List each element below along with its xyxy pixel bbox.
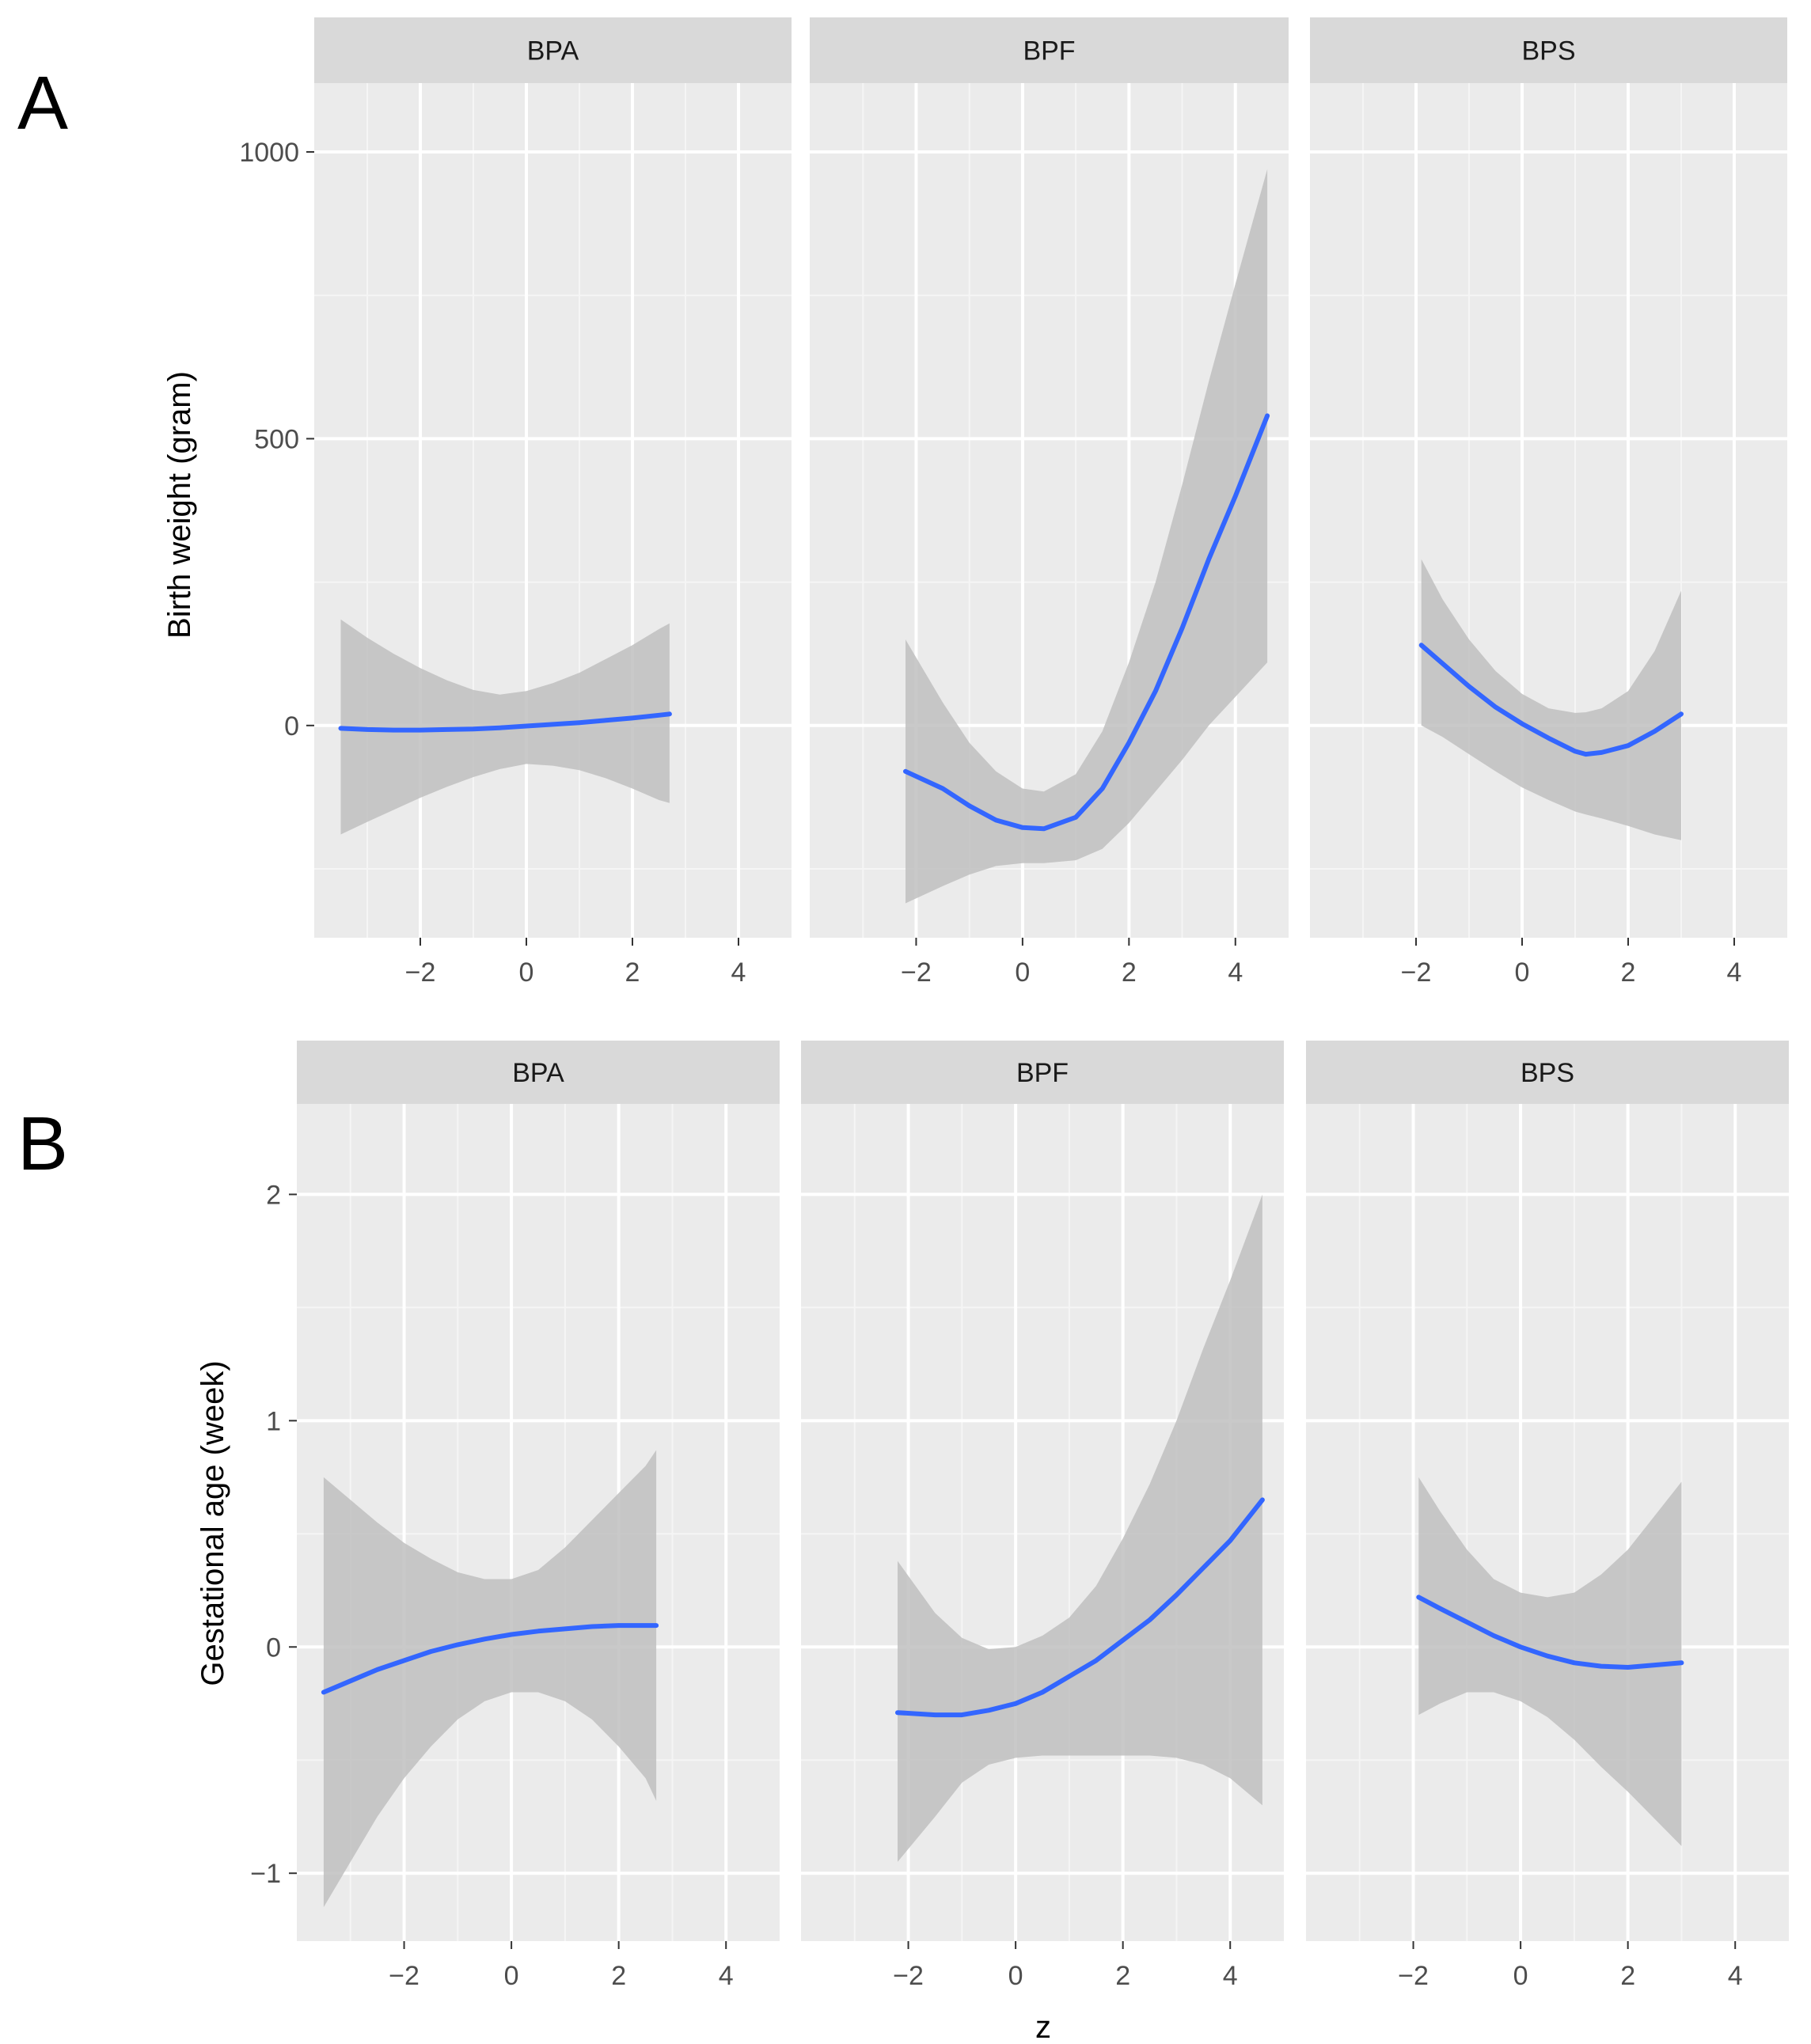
smooth-line: [903, 413, 1270, 832]
chart-b: BPA −2 0 2 4 BPF −2 0 2 4 BPS −2 0 2 4 −1 0 1 2: [250, 1041, 1789, 1991]
facet-bps: BPS −2 0 2 4: [1306, 1041, 1789, 1991]
x-tick-label: 4: [1728, 1961, 1743, 1991]
x-tick-label: 2: [625, 958, 640, 988]
x-tick-label: −2: [893, 1961, 924, 1991]
facet-bps: BPS −2 0 2 4: [1310, 17, 1787, 988]
x-tick-label: 2: [611, 1961, 626, 1991]
confidence-ribbon: [1421, 559, 1681, 840]
confidence-ribbon: [1418, 1477, 1682, 1846]
facet-strip-label: BPA: [512, 1058, 564, 1088]
y-tick-label: 1000: [239, 138, 299, 168]
x-tick-label: 0: [1015, 958, 1030, 988]
y-tick-label: 0: [266, 1633, 281, 1663]
x-tick-label: 4: [731, 958, 746, 988]
panel-background: [1306, 1104, 1789, 1941]
x-tick-label: −2: [901, 958, 932, 988]
confidence-ribbon: [906, 169, 1268, 904]
x-tick-label: 4: [1727, 958, 1742, 988]
y-tick-label: −1: [250, 1859, 281, 1889]
y-axis-title-b: Gestational age (week): [196, 1360, 230, 1686]
facet-strip: [314, 17, 792, 83]
x-tick-label: 2: [1620, 1961, 1635, 1991]
x-tick-label: 0: [504, 1961, 519, 1991]
x-tick-label: −2: [389, 1961, 420, 1991]
x-tick-label: −2: [1401, 958, 1432, 988]
facet-strip: [1310, 17, 1787, 83]
x-axis-title: z: [1035, 2010, 1051, 2044]
x-tick-label: 2: [1115, 1961, 1130, 1991]
x-tick-label: 2: [1621, 958, 1636, 988]
smooth-line: [1418, 643, 1684, 757]
panel-letter-b: B: [17, 1102, 68, 1186]
facet-bpf: BPF −2 0 2 4: [810, 17, 1289, 988]
y-tick-label: 2: [266, 1180, 281, 1210]
x-tick-label: 0: [1008, 1961, 1023, 1991]
x-tick-label: 4: [719, 1961, 734, 1991]
smooth-line: [338, 711, 672, 733]
confidence-ribbon: [323, 1450, 657, 1908]
x-tick-label: 0: [519, 958, 534, 988]
x-tick-label: 2: [1122, 958, 1137, 988]
smooth-line: [895, 1497, 1265, 1718]
y-tick-label: 500: [254, 424, 299, 454]
smooth-line: [321, 1623, 659, 1695]
facet-strip: [801, 1041, 1284, 1104]
x-tick-label: −2: [405, 958, 436, 988]
facet-strip-label: BPS: [1521, 1058, 1574, 1088]
x-tick-label: −2: [1398, 1961, 1429, 1991]
facet-strip-label: BPS: [1521, 36, 1575, 66]
facet-bpf: BPF −2 0 2 4: [801, 1041, 1284, 1991]
facet-strip: [1306, 1041, 1789, 1104]
chart-a: BPA −2 0 2 4 BPF −2 0 2 4 BPS −2 0 2 4 0 500 1000: [239, 17, 1787, 988]
y-tick-label: 1: [266, 1406, 281, 1436]
panel-letter-a: A: [17, 61, 68, 146]
facet-strip-label: BPA: [527, 36, 579, 66]
smooth-line: [1416, 1595, 1684, 1670]
panel-background: [1310, 83, 1787, 938]
facet-bpa: BPA −2 0 2 4: [297, 1041, 780, 1991]
y-axis-title-a: Birth weight (gram): [162, 371, 197, 639]
facet-strip-label: BPF: [1023, 36, 1075, 66]
confidence-ribbon: [898, 1194, 1262, 1862]
x-tick-label: 0: [1515, 958, 1530, 988]
facet-strip-label: BPF: [1016, 1058, 1069, 1088]
facet-bpa: BPA −2 0 2 4: [314, 17, 792, 988]
y-tick-label: 0: [284, 711, 299, 741]
x-tick-label: 0: [1513, 1961, 1528, 1991]
x-tick-label: 4: [1223, 1961, 1238, 1991]
facet-strip: [297, 1041, 780, 1104]
x-tick-label: 4: [1228, 958, 1243, 988]
facet-strip: [810, 17, 1289, 83]
